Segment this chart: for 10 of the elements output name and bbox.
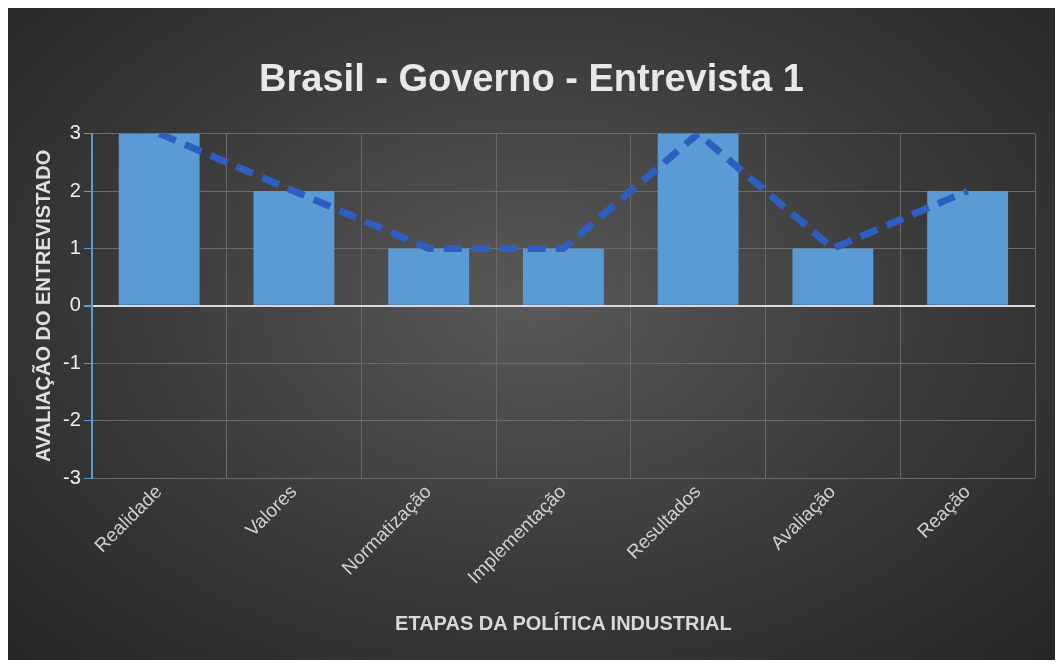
y-tick-label: 2	[69, 178, 81, 201]
y-tick-label: -2	[62, 408, 81, 431]
y-tick-label: 3	[69, 121, 81, 144]
y-tick-label: 1	[69, 235, 81, 258]
x-axis-title: ETAPAS DA POLÍTICA INDUSTRIAL	[395, 611, 732, 634]
y-tick-label: -1	[62, 350, 81, 373]
chart-title: Brasil - Governo - Entrevista 1	[259, 57, 804, 100]
y-tick-label: -3	[62, 465, 81, 488]
y-tick-label: 0	[69, 293, 81, 316]
y-axis-title: AVALIAÇÃO DO ENTREVISTADO	[31, 149, 54, 462]
